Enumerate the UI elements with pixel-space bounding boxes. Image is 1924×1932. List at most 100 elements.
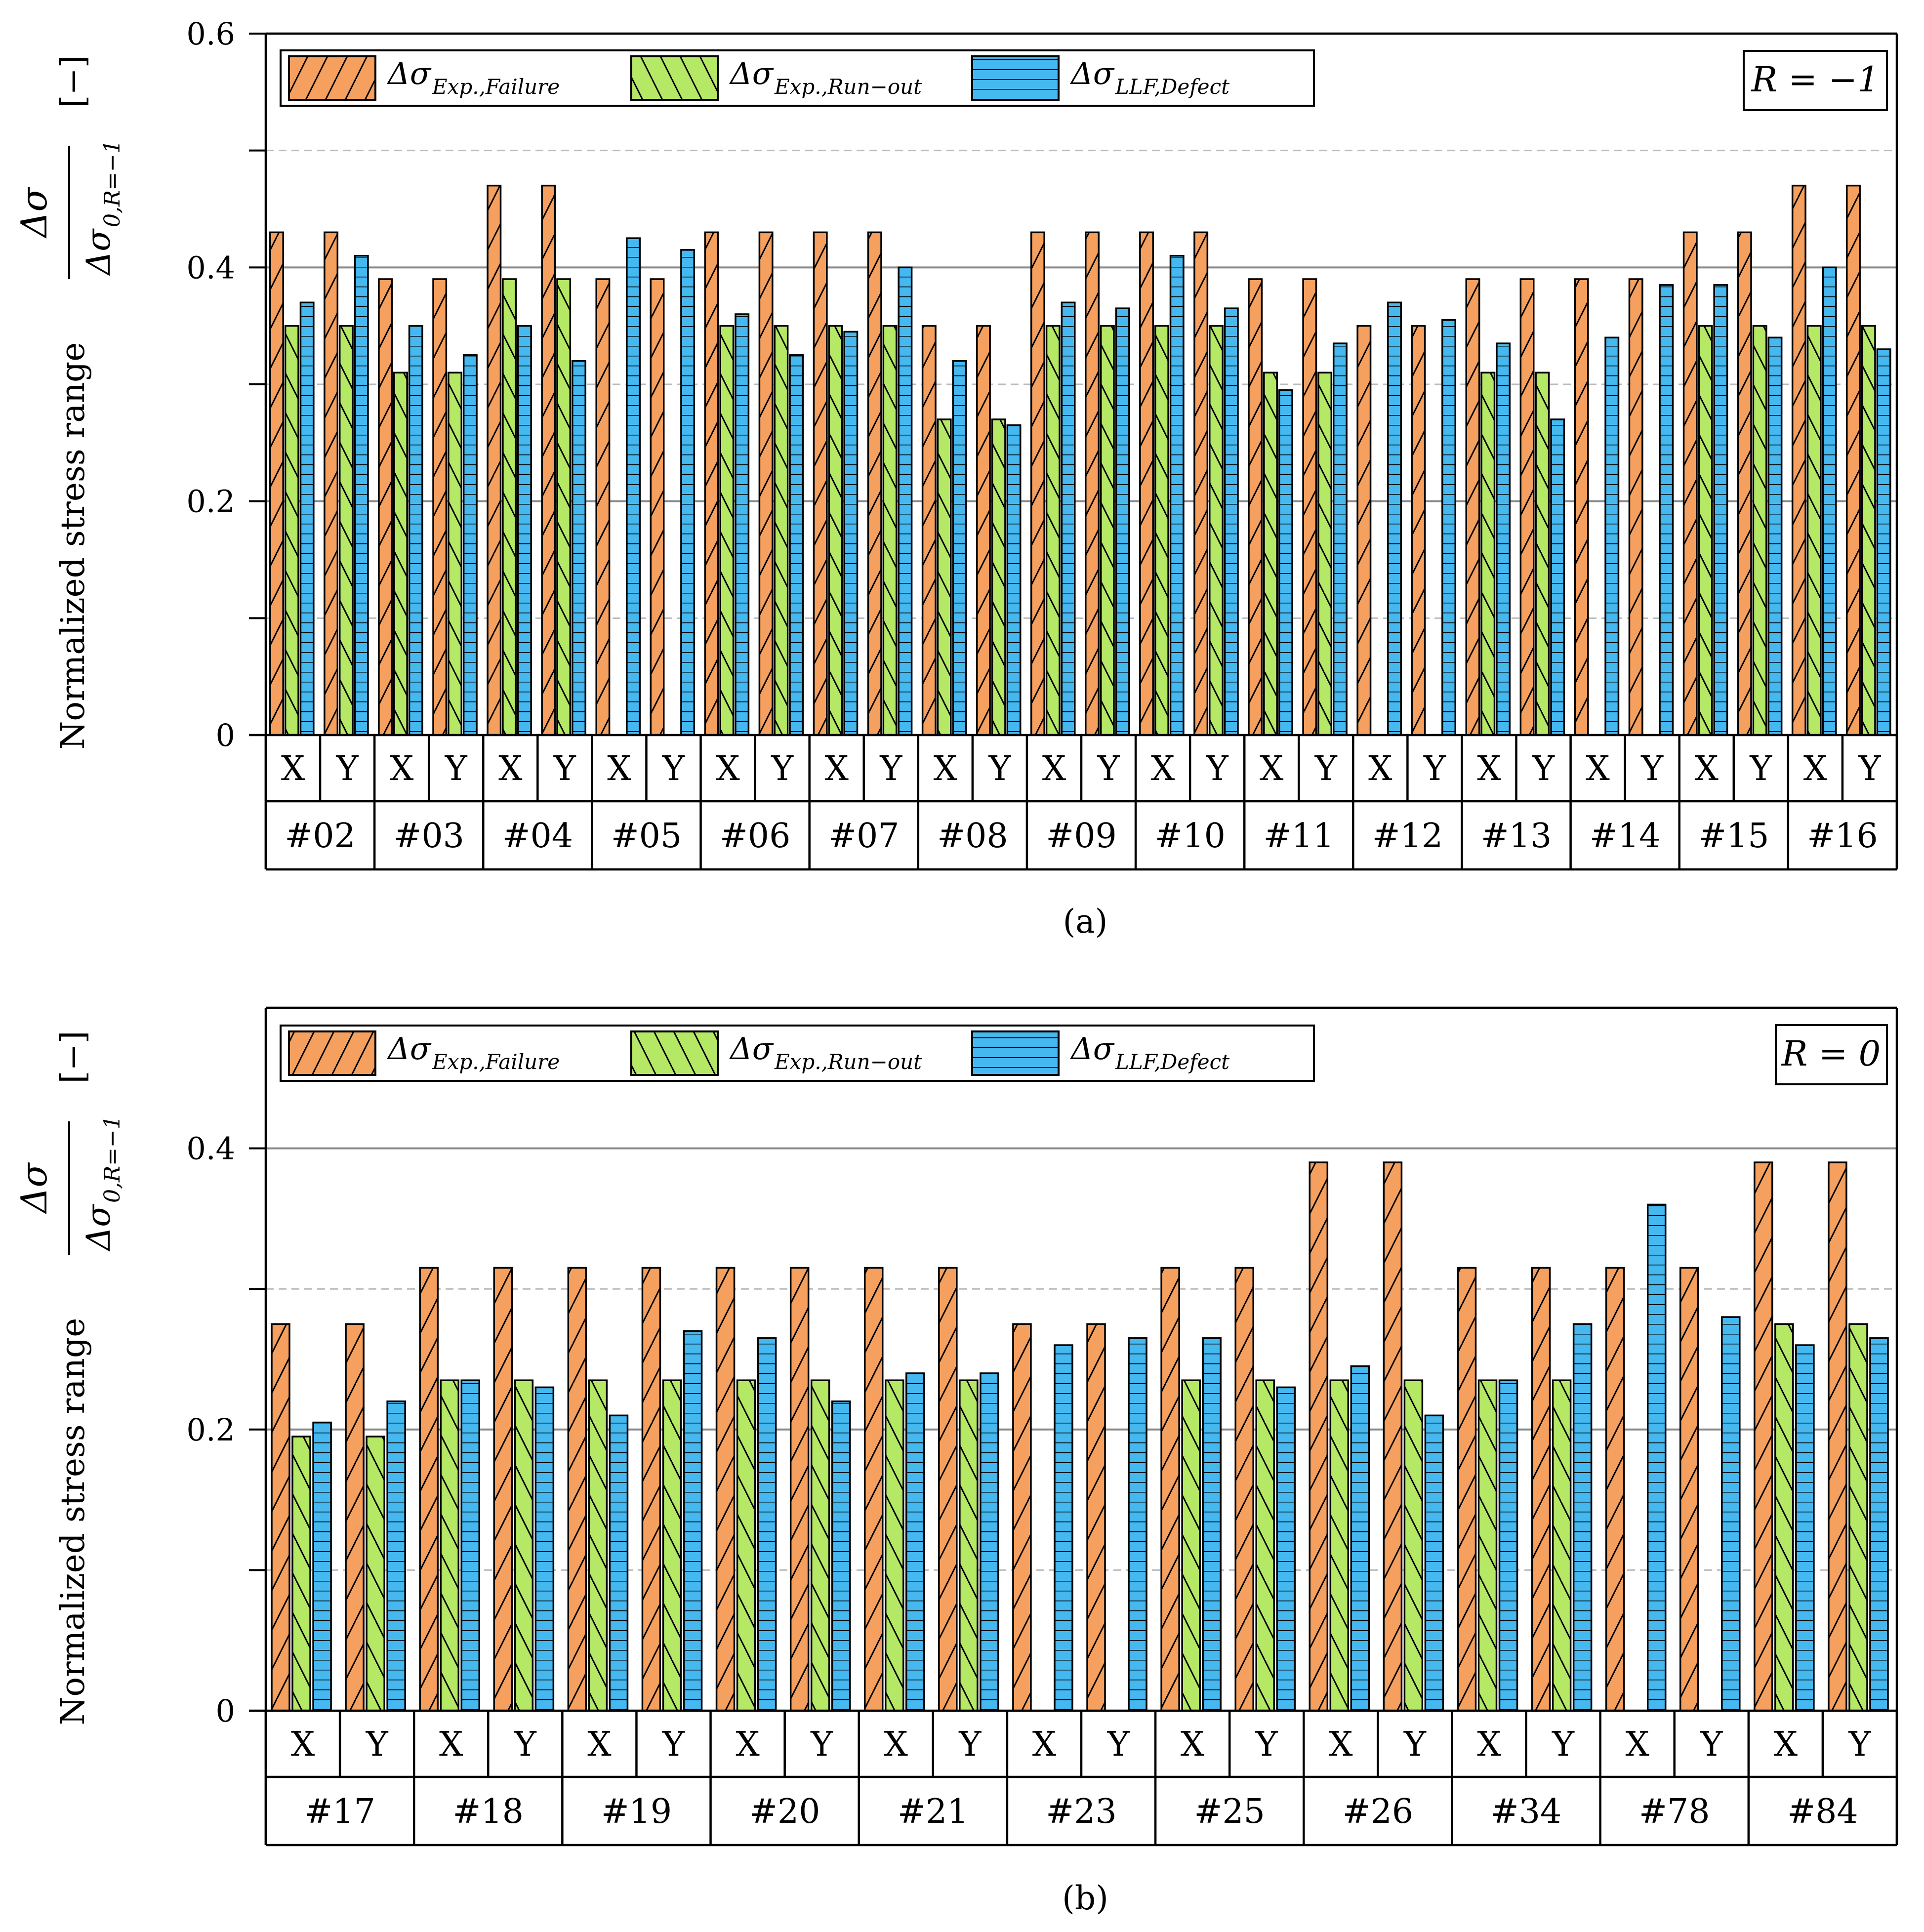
bar-defect bbox=[831, 1400, 851, 1712]
legend-item-failure: Δσ Exp.,Failure bbox=[288, 55, 560, 101]
bar-runout bbox=[959, 1379, 979, 1712]
direction-label: Y bbox=[958, 1725, 982, 1764]
bar-runout bbox=[448, 371, 462, 736]
bar-defect bbox=[905, 1372, 925, 1712]
bar-defect bbox=[1441, 319, 1457, 736]
y-axis-text: Normalized stress range bbox=[54, 1318, 92, 1726]
bar-failure bbox=[1679, 1267, 1699, 1712]
legend-label: Δσ bbox=[729, 55, 774, 91]
bar-runout bbox=[1403, 1379, 1424, 1712]
direction-label: Y bbox=[1640, 749, 1664, 788]
y-axis-text: Normalized stress range bbox=[54, 342, 92, 750]
bar-defect bbox=[609, 1414, 629, 1712]
direction-label: Y bbox=[771, 749, 794, 788]
bar-failure bbox=[641, 1267, 661, 1712]
bar-defect bbox=[735, 313, 750, 736]
direction-label: Y bbox=[662, 749, 685, 788]
specimen-label: #34 bbox=[1491, 1792, 1562, 1831]
bar-runout bbox=[440, 1379, 459, 1712]
direction-label: Y bbox=[1314, 749, 1338, 788]
bar-defect bbox=[1572, 1323, 1593, 1712]
direction-label: Y bbox=[1700, 1725, 1723, 1764]
bar-defect bbox=[1006, 424, 1022, 736]
direction-label: X bbox=[1329, 1725, 1353, 1764]
bar-runout bbox=[1181, 1379, 1201, 1712]
legend-sub: LLF,Defect bbox=[1115, 75, 1229, 99]
bar-runout bbox=[885, 1379, 904, 1712]
bar-failure bbox=[715, 1267, 736, 1712]
y-axis-frac-num: Δσ bbox=[13, 187, 55, 239]
bar-failure bbox=[1411, 325, 1426, 736]
bar-defect bbox=[1332, 342, 1348, 736]
bar-failure bbox=[867, 231, 882, 736]
bar-runout bbox=[393, 371, 408, 736]
bar-failure bbox=[1030, 231, 1045, 736]
bar-failure bbox=[1628, 278, 1643, 736]
direction-label: X bbox=[1477, 1725, 1501, 1764]
direction-label: X bbox=[390, 749, 414, 788]
y-tick-label: 0.6 bbox=[186, 16, 235, 52]
direction-label: X bbox=[1181, 1725, 1205, 1764]
direction-label: X bbox=[934, 749, 958, 788]
bar-runout bbox=[1263, 371, 1278, 736]
direction-label: X bbox=[607, 749, 631, 788]
bar-failure bbox=[1682, 231, 1698, 736]
bar-runout bbox=[1100, 325, 1115, 736]
r-box-label: R = −1 bbox=[1750, 59, 1879, 100]
bar-defect bbox=[1424, 1414, 1444, 1712]
specimen-label: #13 bbox=[1481, 817, 1552, 856]
y-axis-label-b: Normalized stress range Δσ Δσ 0,R=−1 [−] bbox=[13, 1031, 125, 1726]
y-tick-label: 0 bbox=[216, 717, 235, 753]
bar-defect bbox=[1061, 301, 1076, 736]
direction-label: Y bbox=[1255, 1725, 1278, 1764]
bar-runout bbox=[514, 1379, 534, 1712]
bar-failure bbox=[1193, 231, 1209, 736]
bar-defect bbox=[1278, 389, 1293, 736]
y-tick-label: 0.4 bbox=[186, 1131, 235, 1167]
bar-defect bbox=[1498, 1379, 1518, 1712]
bar-defect bbox=[980, 1372, 999, 1712]
bar-runout bbox=[736, 1379, 756, 1712]
bar-runout bbox=[1477, 1379, 1498, 1712]
specimen-label: #08 bbox=[937, 817, 1008, 856]
bar-runout bbox=[1552, 1379, 1572, 1712]
legend-item-runout: Δσ Exp.,Run−out bbox=[630, 55, 922, 101]
direction-label: X bbox=[1803, 749, 1828, 788]
y-axis-frac-num: Δσ bbox=[13, 1162, 55, 1215]
bar-failure bbox=[1791, 184, 1806, 736]
bar-failure bbox=[921, 325, 937, 736]
bar-defect bbox=[1169, 254, 1185, 736]
bar-failure bbox=[378, 278, 393, 736]
bar-defect bbox=[1550, 418, 1565, 736]
bar-defect bbox=[680, 249, 696, 736]
specimen-label: #14 bbox=[1590, 817, 1661, 856]
bar-failure bbox=[1605, 1267, 1625, 1712]
bar-runout bbox=[1480, 371, 1496, 736]
specimen-label: #18 bbox=[453, 1792, 524, 1831]
bar-failure bbox=[1383, 1161, 1403, 1712]
bar-runout bbox=[774, 325, 789, 736]
chart-a: 00.20.40.6X Y#02X Y#03X Y#04X Y#05X Y#06X Y#07… bbox=[186, 16, 1898, 871]
bar-defect bbox=[789, 354, 804, 736]
bar-runout bbox=[882, 325, 898, 736]
bar-defect bbox=[1721, 1316, 1741, 1712]
direction-label: X bbox=[1032, 1725, 1057, 1764]
bar-failure bbox=[487, 184, 502, 736]
caption-a: (a) bbox=[1063, 903, 1108, 941]
bar-defect bbox=[312, 1421, 332, 1712]
legend-item-defect: Δσ LLF,Defect bbox=[971, 1030, 1229, 1076]
specimen-label: #25 bbox=[1194, 1792, 1265, 1831]
y-axis-unit: [−] bbox=[54, 55, 92, 108]
legend-swatch bbox=[288, 55, 376, 101]
bar-failure bbox=[1139, 231, 1154, 736]
specimen-label: #03 bbox=[393, 817, 464, 856]
bar-failure bbox=[1754, 1161, 1773, 1712]
y-tick-label: 0.4 bbox=[186, 249, 235, 286]
y-tick-label: 0.2 bbox=[186, 484, 235, 520]
specimen-label: #78 bbox=[1639, 1792, 1710, 1831]
direction-label: X bbox=[1042, 749, 1066, 788]
direction-label: Y bbox=[553, 749, 576, 788]
legend-sub: Exp.,Failure bbox=[432, 1050, 560, 1074]
specimen-label: #17 bbox=[304, 1792, 375, 1831]
